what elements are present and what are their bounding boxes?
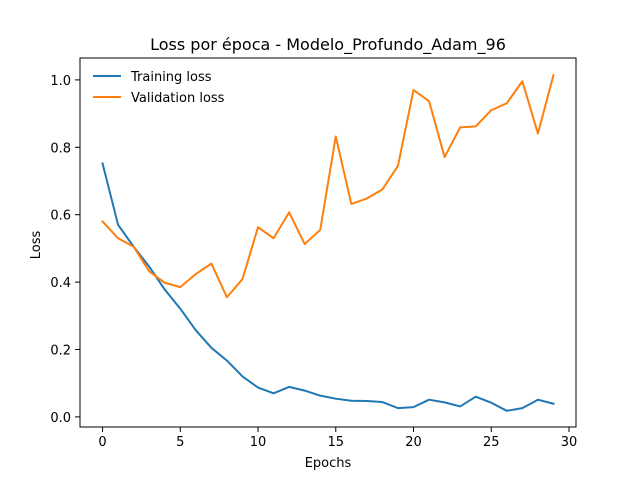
x-tick-label: 20 xyxy=(405,435,422,450)
y-tick-label: 0.4 xyxy=(50,276,71,291)
legend: Training loss Validation loss xyxy=(93,70,225,106)
plot-frame xyxy=(79,57,577,428)
x-tick-label: 15 xyxy=(328,435,345,450)
y-tick-label: 1.0 xyxy=(50,74,71,89)
x-axis-ticks: 0 5 10 15 20 25 30 xyxy=(98,427,577,450)
legend-label-training: Training loss xyxy=(130,70,212,85)
series-lines xyxy=(101,73,555,412)
training-loss-line xyxy=(101,162,555,412)
y-axis-label: Loss xyxy=(29,231,44,260)
legend-label-validation: Validation loss xyxy=(131,91,225,106)
y-tick-label: 0.0 xyxy=(50,411,71,426)
y-tick-label: 0.8 xyxy=(50,141,71,156)
x-tick-label: 10 xyxy=(250,435,267,450)
x-tick-label: 5 xyxy=(176,435,184,450)
y-axis-ticks: 0.0 0.2 0.4 0.6 0.8 1.0 xyxy=(50,74,80,426)
y-tick-label: 0.2 xyxy=(50,343,71,358)
validation-loss-line xyxy=(101,73,555,299)
x-tick-label: 25 xyxy=(483,435,500,450)
y-tick-label: 0.6 xyxy=(50,209,71,224)
chart-title: Loss por época - Modelo_Profundo_Adam_96 xyxy=(150,35,506,55)
x-axis-label: Epochs xyxy=(305,456,352,471)
x-tick-label: 0 xyxy=(98,435,106,450)
x-tick-label: 30 xyxy=(561,435,578,450)
